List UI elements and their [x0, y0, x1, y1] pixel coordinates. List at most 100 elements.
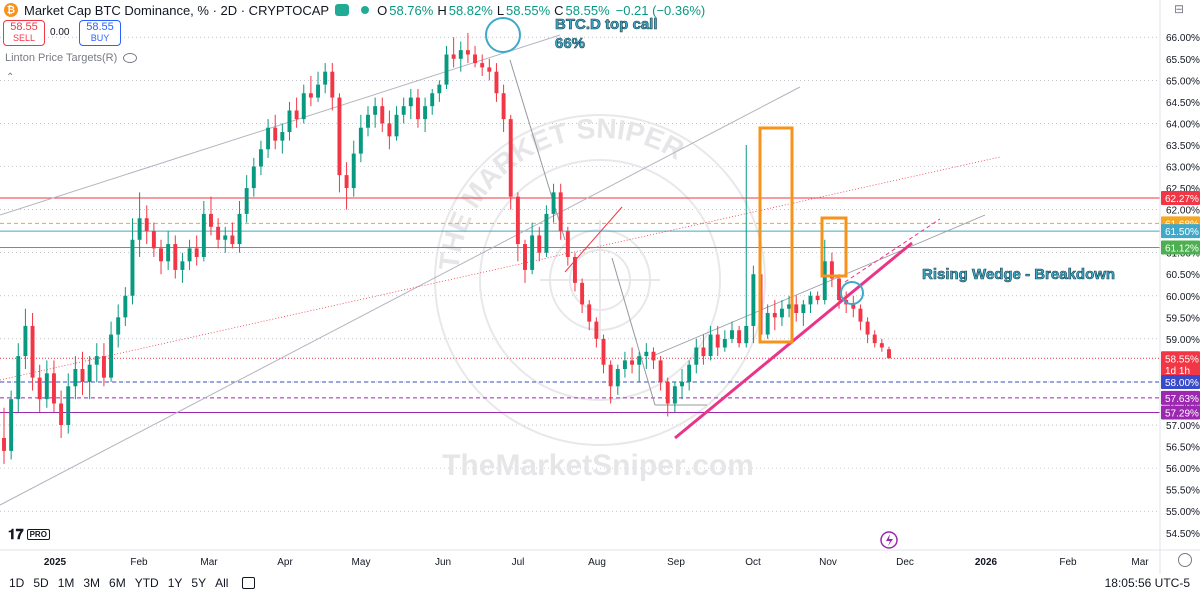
candle	[694, 338, 699, 374]
watermark-url: TheMarketSniper.com	[442, 449, 754, 482]
eye-icon[interactable]	[335, 4, 350, 16]
candle	[87, 356, 92, 400]
symbol-title[interactable]: Market Cap BTC Dominance, % · 2D · CRYPT…	[24, 2, 330, 18]
candle	[494, 63, 499, 102]
calendar-icon[interactable]	[242, 577, 256, 589]
candle	[151, 222, 156, 257]
annotation-top-call: BTC.D top call	[555, 16, 658, 33]
candle	[722, 330, 727, 352]
candle	[730, 321, 734, 344]
candle	[137, 192, 142, 257]
indicator-legend[interactable]: Linton Price Targets(R)	[5, 52, 138, 64]
range-button-1d[interactable]: 1D	[9, 576, 25, 590]
candle	[116, 304, 121, 348]
range-button-5y[interactable]: 5Y	[191, 576, 207, 590]
x-tick-label: May	[352, 557, 371, 568]
price-label: 62.27%	[1161, 190, 1200, 205]
collapse-icon[interactable]: ⌃	[6, 72, 15, 83]
candle	[287, 101, 292, 141]
candle	[44, 360, 49, 408]
candle	[708, 325, 713, 361]
range-button-1m[interactable]: 1M	[57, 576, 75, 590]
candle	[772, 300, 777, 331]
candle	[594, 317, 599, 348]
candle	[637, 351, 642, 382]
candle	[366, 106, 370, 137]
candle	[266, 119, 271, 158]
candle	[244, 175, 249, 223]
candle	[380, 97, 385, 133]
bitcoin-icon: ₿	[4, 3, 18, 17]
range-button-5d[interactable]: 5D	[33, 576, 49, 590]
candle	[394, 106, 399, 141]
svg-text:61.50%: 61.50%	[1165, 227, 1199, 238]
candle	[80, 351, 85, 395]
candle	[351, 140, 356, 197]
candle	[258, 140, 263, 176]
x-tick-label: Feb	[130, 557, 148, 568]
tradingview-logo[interactable]: 𝟏𝟕 PRO	[8, 526, 50, 543]
candle	[37, 364, 42, 413]
y-tick-label: 60.00%	[1166, 292, 1200, 303]
candle	[501, 84, 506, 133]
minimize-icon[interactable]: ⊟	[1173, 2, 1184, 16]
x-tick-label: 2026	[975, 557, 998, 568]
candle	[794, 295, 799, 322]
candle	[473, 45, 478, 68]
y-tick-label: 65.00%	[1166, 76, 1200, 87]
x-tick-label: 2025	[44, 557, 67, 568]
y-tick-label: 59.00%	[1166, 335, 1200, 346]
y-tick-label: 64.50%	[1166, 98, 1200, 109]
status-dot-icon	[361, 6, 370, 14]
candle	[109, 321, 114, 382]
price-label: 57.29%	[1161, 405, 1200, 420]
candle	[658, 356, 663, 391]
price-axis[interactable]: 66.00% 65.50% 65.00% 64.50% 64.00% 63.50% 63.0…	[1159, 0, 1200, 574]
sell-button[interactable]: 58.55 SELL	[3, 20, 45, 46]
candle	[701, 334, 706, 365]
range-button-all[interactable]: All	[215, 576, 229, 590]
hide-indicator-icon[interactable]	[123, 53, 138, 63]
range-button-3m[interactable]: 3M	[83, 576, 101, 590]
candle	[59, 390, 64, 438]
svg-text:57.63%: 57.63%	[1165, 394, 1199, 405]
y-tick-label: 54.50%	[1166, 529, 1200, 540]
buy-button[interactable]: 58.55 BUY	[79, 20, 121, 46]
candle	[237, 200, 242, 253]
price-label: 57.63%	[1161, 390, 1200, 405]
candle	[66, 373, 71, 434]
candle	[73, 356, 78, 400]
candle	[551, 183, 556, 223]
price-label: 58.55%	[1161, 351, 1200, 366]
candle	[16, 343, 21, 413]
y-tick-label: 55.50%	[1166, 486, 1200, 497]
candle	[194, 235, 199, 266]
candle	[851, 295, 856, 318]
time-axis[interactable]: 2025 Feb Mar Apr May Jun Jul Aug Sep Oct Nov Dec 202…	[0, 549, 1200, 568]
svg-text:57.29%: 57.29%	[1165, 409, 1199, 420]
clock-readout[interactable]: 18:05:56 UTC-5	[1104, 576, 1190, 590]
watermark-seal: THE MARKET SNIPER TheMarketSniper.com	[433, 113, 766, 482]
range-button-ytd[interactable]: YTD	[134, 576, 159, 590]
y-tick-label: 64.00%	[1166, 119, 1200, 130]
x-tick-label: Nov	[819, 557, 837, 568]
range-button-1y[interactable]: 1Y	[167, 576, 183, 590]
candle	[437, 80, 442, 102]
svg-text:1d 1h: 1d 1h	[1165, 366, 1190, 377]
candle	[544, 205, 549, 257]
candle	[815, 291, 820, 305]
top-call-circle	[485, 17, 521, 53]
gear-icon[interactable]	[1178, 553, 1192, 567]
candle	[487, 58, 492, 81]
candle	[465, 32, 470, 64]
range-button-6m[interactable]: 6M	[109, 576, 126, 590]
candle	[801, 300, 806, 326]
box-oct	[758, 126, 794, 344]
trendlines	[0, 34, 1001, 506]
candle	[808, 291, 813, 314]
candle	[51, 360, 56, 413]
svg-text:58.55%: 58.55%	[1165, 354, 1199, 365]
price-label: 1d 1h	[1161, 362, 1200, 377]
candle	[201, 200, 206, 262]
